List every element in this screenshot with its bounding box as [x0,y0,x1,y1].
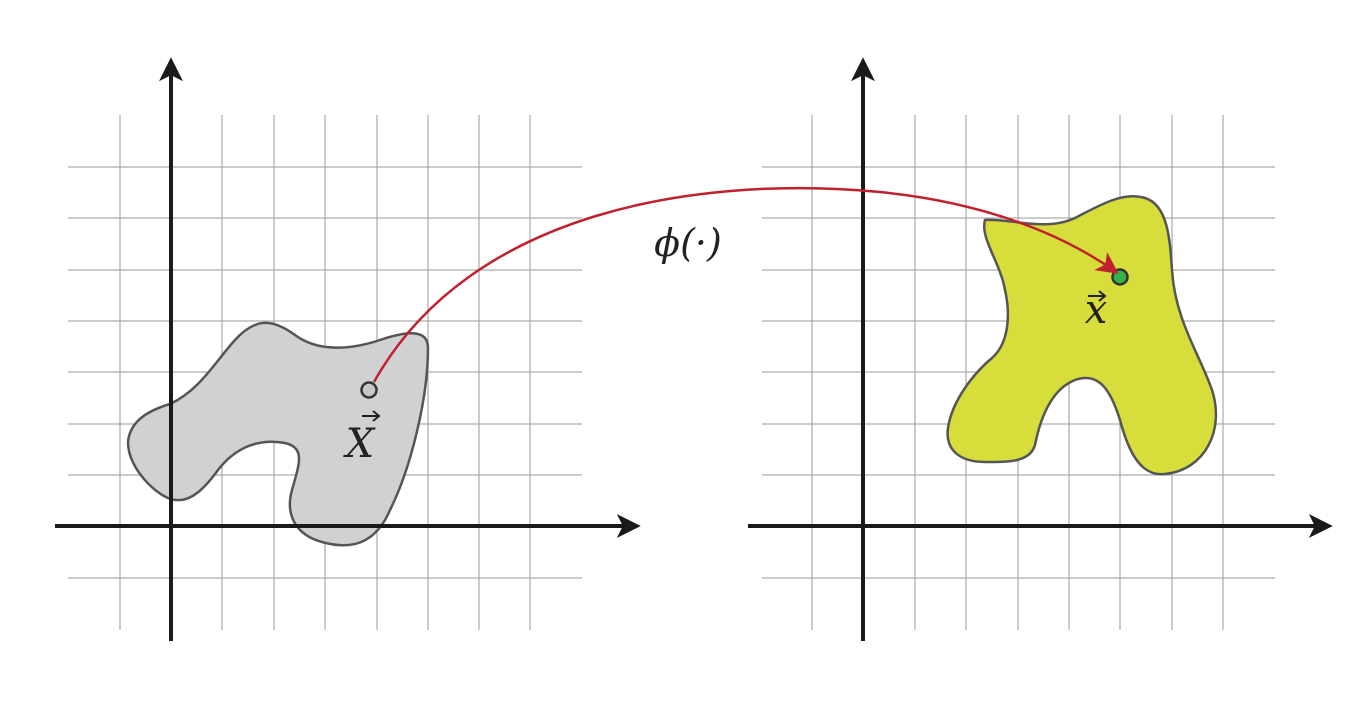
current-point-label: x [1085,287,1108,333]
reference-point [360,381,378,399]
vector-arrow-icon [1088,290,1107,302]
reference-shape [126,321,430,547]
current-panel: x [748,57,1333,641]
mapping-arrow [372,186,1119,383]
vector-arrow-icon [362,410,381,422]
mapping-label: ϕ(·) [654,221,722,265]
reference-point-label: X [343,410,381,467]
reference-panel: X [55,57,641,641]
reference-point-letter: X [343,421,376,467]
current-shape [946,195,1218,476]
